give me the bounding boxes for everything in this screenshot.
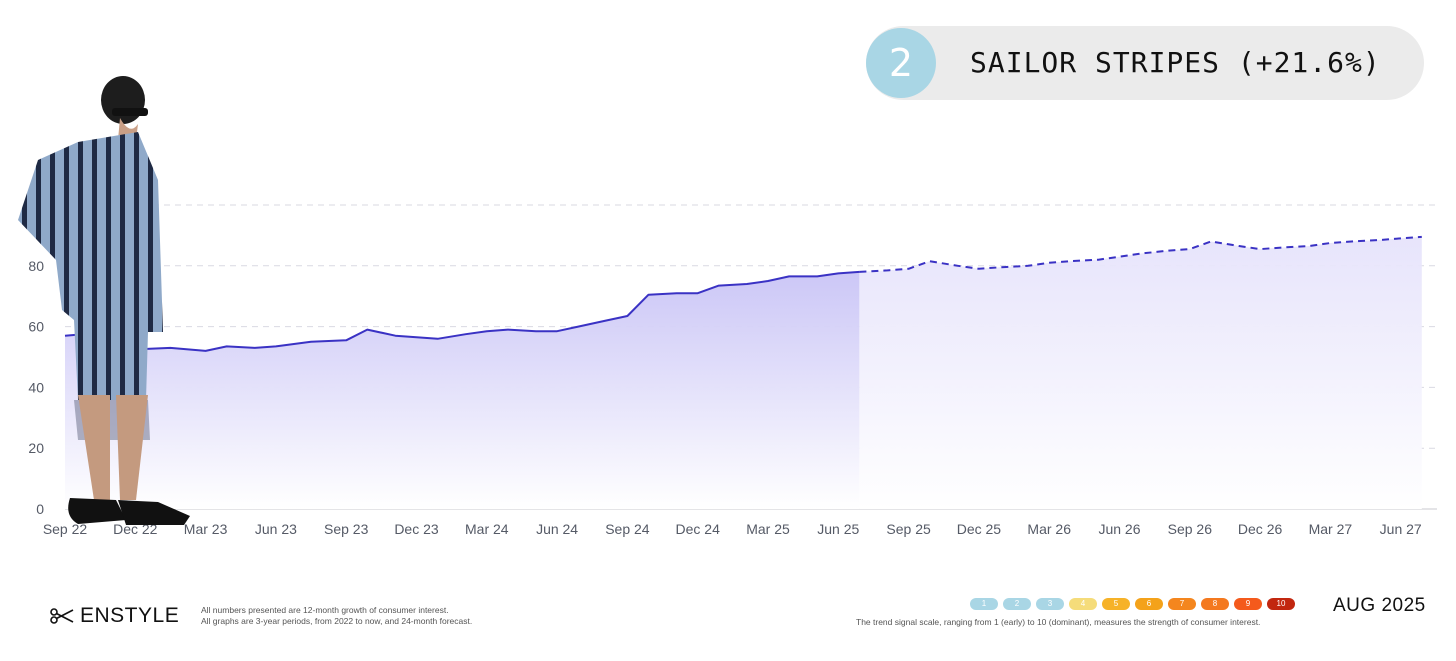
- x-tick-label: Mar 27: [1309, 521, 1353, 537]
- x-tick-label: Dec 24: [676, 521, 721, 537]
- report-date: AUG 2025: [1333, 595, 1426, 616]
- x-tick-label: Sep 26: [1168, 521, 1213, 537]
- scale-chip: 1: [970, 598, 998, 610]
- x-tick-label: Dec 26: [1238, 521, 1283, 537]
- x-tick-label: Jun 26: [1098, 521, 1140, 537]
- rank-badge: 2: [866, 28, 936, 98]
- scale-chip: 2: [1003, 598, 1031, 610]
- title-pill: 2 SAILOR STRIPES (+21.6%): [866, 26, 1424, 100]
- x-tick-label: Jun 24: [536, 521, 578, 537]
- trend-signal-scale: 1 2 3 4 5 6 7 8 9 10: [970, 598, 1295, 610]
- x-tick-label: Dec 23: [394, 521, 439, 537]
- actual-line: [64, 270, 860, 352]
- footnote-line: All numbers presented are 12-month growt…: [201, 605, 449, 615]
- y-tick-label: 20: [28, 440, 44, 456]
- footnote-line: All graphs are 3-year periods, from 2022…: [201, 616, 473, 626]
- x-tick-label: Jun 27: [1380, 521, 1422, 537]
- x-tick-label: Mar 26: [1027, 521, 1071, 537]
- x-axis-ticks: Sep 22 Dec 22 Mar 23 Jun 23 Sep 23 Dec 23 Mar …: [43, 521, 1422, 537]
- y-axis-ticks: 0 20 40 60 80: [28, 258, 44, 517]
- brand-logo: ENSTYLE: [50, 604, 179, 628]
- scale-chip: 7: [1168, 598, 1196, 610]
- x-tick-label: Sep 23: [324, 521, 369, 537]
- forecast-area: [859, 236, 1422, 509]
- brand-name: ENSTYLE: [80, 604, 180, 627]
- scale-chip: 4: [1069, 598, 1097, 610]
- x-tick-label: Mar 23: [184, 521, 228, 537]
- scale-chip: 9: [1234, 598, 1262, 610]
- x-tick-label: Jun 25: [817, 521, 859, 537]
- scissors-icon: [50, 608, 74, 624]
- model-figure-image: [18, 76, 190, 525]
- scale-chip: 3: [1036, 598, 1064, 610]
- actual-area: [65, 271, 860, 509]
- y-tick-label: 0: [36, 501, 44, 517]
- y-tick-label: 80: [28, 258, 44, 274]
- x-tick-label: Dec 25: [957, 521, 1002, 537]
- scale-chip: 10: [1267, 598, 1295, 610]
- scale-chip: 6: [1135, 598, 1163, 610]
- x-tick-label: Sep 24: [605, 521, 650, 537]
- scale-chip: 8: [1201, 598, 1229, 610]
- x-tick-label: Mar 24: [465, 521, 509, 537]
- trend-lines: [64, 235, 1422, 352]
- y-tick-label: 40: [28, 379, 44, 395]
- x-tick-label: Mar 25: [746, 521, 790, 537]
- forecast-line: [859, 235, 1422, 273]
- x-tick-label: Sep 22: [43, 521, 88, 537]
- scale-note: The trend signal scale, ranging from 1 (…: [856, 617, 1261, 627]
- y-tick-label: 60: [28, 319, 44, 335]
- chart-title: SAILOR STRIPES (+21.6%): [970, 46, 1381, 79]
- x-tick-label: Jun 23: [255, 521, 297, 537]
- scale-chip: 5: [1102, 598, 1130, 610]
- footnote: All numbers presented are 12-month growt…: [201, 605, 472, 627]
- x-tick-label: Sep 25: [886, 521, 931, 537]
- area-fills: [65, 236, 1422, 509]
